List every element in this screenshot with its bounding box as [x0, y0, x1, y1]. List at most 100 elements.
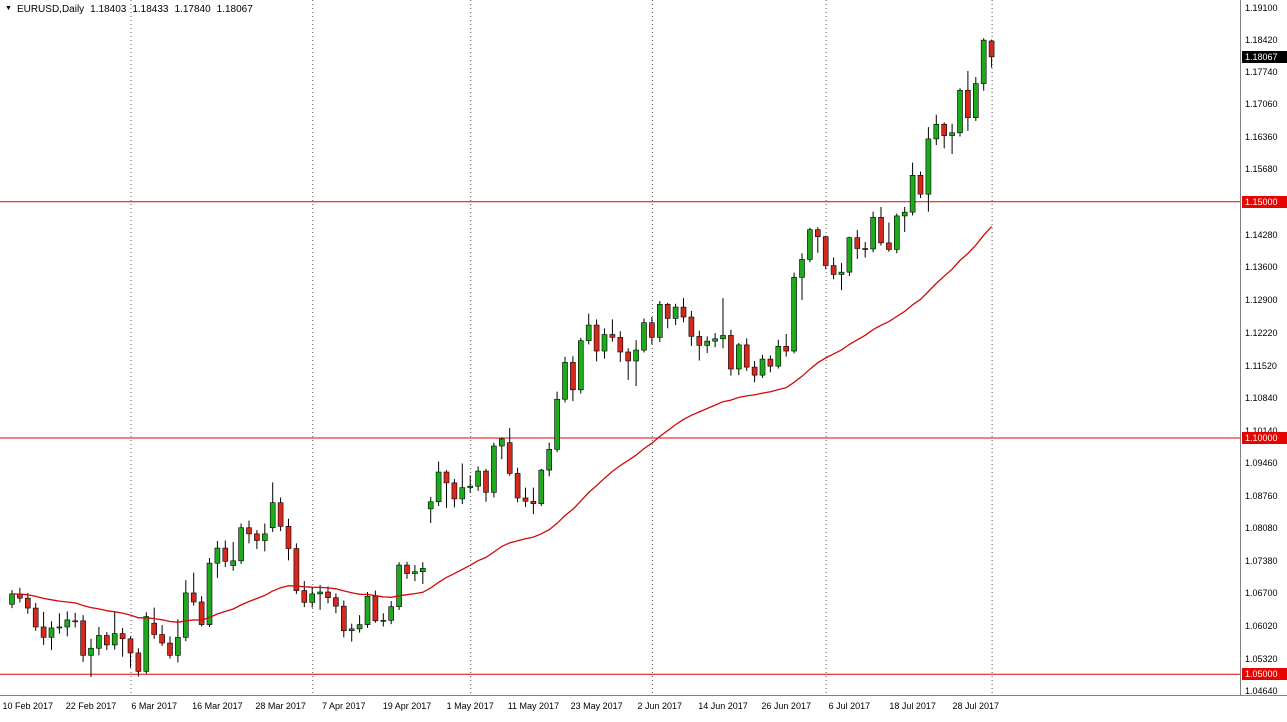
- bear-candle-body: [127, 638, 134, 654]
- bull-candle-body: [925, 138, 932, 195]
- bull-candle-body: [585, 324, 592, 341]
- legend-high: 1.18433: [132, 4, 169, 15]
- bull-candle-body: [238, 527, 244, 562]
- bull-candle-body: [183, 592, 189, 638]
- bull-candle-body: [206, 562, 213, 625]
- bear-candle-body: [988, 40, 995, 58]
- price-label: 1.19100: [1245, 2, 1278, 13]
- bull-candle-body: [48, 627, 55, 638]
- bull-candle-body: [775, 346, 782, 367]
- bull-candle-body: [838, 271, 845, 275]
- bear-candle-body: [728, 335, 734, 370]
- bear-candle-body: [522, 497, 529, 502]
- bear-candle-body: [917, 174, 924, 195]
- bear-candle-body: [688, 316, 695, 337]
- bull-candle-body: [88, 647, 94, 656]
- price-label: 1.06700: [1245, 588, 1278, 599]
- bull-candle-body: [846, 237, 853, 273]
- bear-candle-body: [593, 324, 600, 352]
- date-label: 10 Feb 2017: [2, 701, 54, 711]
- bull-candle-body: [957, 89, 963, 134]
- bear-candle-body: [767, 358, 774, 367]
- price-axis[interactable]: 1.19100 1.18420 1.17740 1.17060 1.16360 1.156…: [1240, 0, 1287, 696]
- price-label: 1.07380: [1245, 556, 1278, 567]
- bull-candle-body: [309, 593, 316, 603]
- date-label: 28 Mar 2017: [255, 701, 306, 711]
- bear-candle-body: [886, 242, 892, 250]
- bear-candle-body: [696, 336, 703, 346]
- legend-close: 1.18067: [216, 4, 253, 15]
- bull-candle-body: [498, 438, 505, 447]
- bull-candle-body: [909, 174, 916, 213]
- bull-candle-body: [562, 362, 568, 400]
- bear-candle-body: [32, 607, 39, 628]
- date-label: 6 Jul 2017: [828, 701, 871, 711]
- bear-candle-body: [325, 591, 331, 598]
- bull-candle-body: [9, 593, 15, 605]
- date-label: 14 Jun 2017: [698, 701, 748, 711]
- date-label: 28 Jul 2017: [952, 701, 1000, 711]
- candlestick-chart[interactable]: [0, 0, 1240, 695]
- legend-open: 1.18403: [90, 4, 127, 15]
- bull-candle-body: [175, 637, 181, 656]
- bull-candle-body: [554, 398, 560, 450]
- bull-candle-body: [419, 568, 426, 572]
- date-label: 26 Jun 2017: [761, 701, 811, 711]
- price-label: 1.12220: [1245, 327, 1278, 338]
- price-label: 1.13600: [1245, 262, 1278, 273]
- bull-candle-body: [759, 358, 766, 376]
- bear-candle-body: [862, 248, 869, 250]
- bull-candle-body: [467, 485, 474, 488]
- bull-candle-body: [538, 469, 545, 504]
- bear-candle-body: [514, 473, 521, 499]
- bear-candle-body: [530, 500, 537, 504]
- price-label: 1.10840: [1245, 392, 1278, 403]
- current-price-tag: 1.18067: [1242, 50, 1287, 63]
- bear-candle-body: [625, 351, 632, 362]
- price-label: 1.08760: [1245, 491, 1278, 502]
- bull-candle-body: [317, 591, 323, 595]
- bear-candle-body: [333, 597, 339, 607]
- bear-candle-body: [617, 337, 624, 353]
- bull-candle-body: [111, 633, 118, 646]
- bear-candle-body: [965, 89, 971, 118]
- bull-candle-body: [64, 619, 71, 628]
- date-axis[interactable]: 10 Feb 2017 22 Feb 2017 6 Mar 2017 16 Mar 2…: [0, 695, 1287, 722]
- bear-candle-body: [404, 564, 410, 574]
- bear-candle-body: [854, 237, 861, 249]
- price-label: 1.15680: [1245, 164, 1278, 175]
- bear-candle-body: [751, 366, 758, 376]
- bear-candle-body: [40, 626, 47, 638]
- bear-candle-body: [483, 470, 489, 493]
- legend-low: 1.17840: [174, 4, 211, 15]
- bull-candle-body: [807, 229, 813, 260]
- date-label: 19 Apr 2017: [382, 701, 432, 711]
- price-label: 1.11520: [1245, 360, 1277, 371]
- symbol-dropdown-arrow-icon[interactable]: ▼: [5, 5, 12, 12]
- bull-candle-body: [261, 533, 268, 541]
- price-label: 1.17060: [1245, 98, 1278, 109]
- price-label: 1.06020: [1245, 620, 1278, 631]
- price-label: 1.18420: [1245, 34, 1278, 45]
- bear-candle-body: [24, 597, 31, 609]
- date-label: 16 Mar 2017: [192, 701, 243, 711]
- bear-candle-body: [151, 622, 157, 635]
- date-label: 7 Apr 2017: [322, 701, 366, 711]
- bear-candle-body: [190, 592, 197, 603]
- bull-candle-body: [791, 277, 797, 352]
- bear-candle-body: [277, 502, 284, 527]
- bear-candle-body: [340, 605, 347, 632]
- bull-candle-body: [72, 620, 78, 623]
- bull-candle-body: [269, 502, 276, 529]
- bear-candle-body: [159, 634, 165, 644]
- bull-candle-body: [656, 303, 663, 338]
- bull-candle-body: [972, 83, 979, 118]
- bull-candle-body: [356, 624, 363, 630]
- level-price-tag: 1.10000: [1242, 431, 1287, 444]
- moving-average-line: [11, 226, 993, 623]
- bear-candle-body: [783, 346, 790, 352]
- bull-candle-body: [435, 471, 442, 503]
- bear-candle-body: [941, 123, 948, 136]
- bear-candle-body: [680, 306, 687, 318]
